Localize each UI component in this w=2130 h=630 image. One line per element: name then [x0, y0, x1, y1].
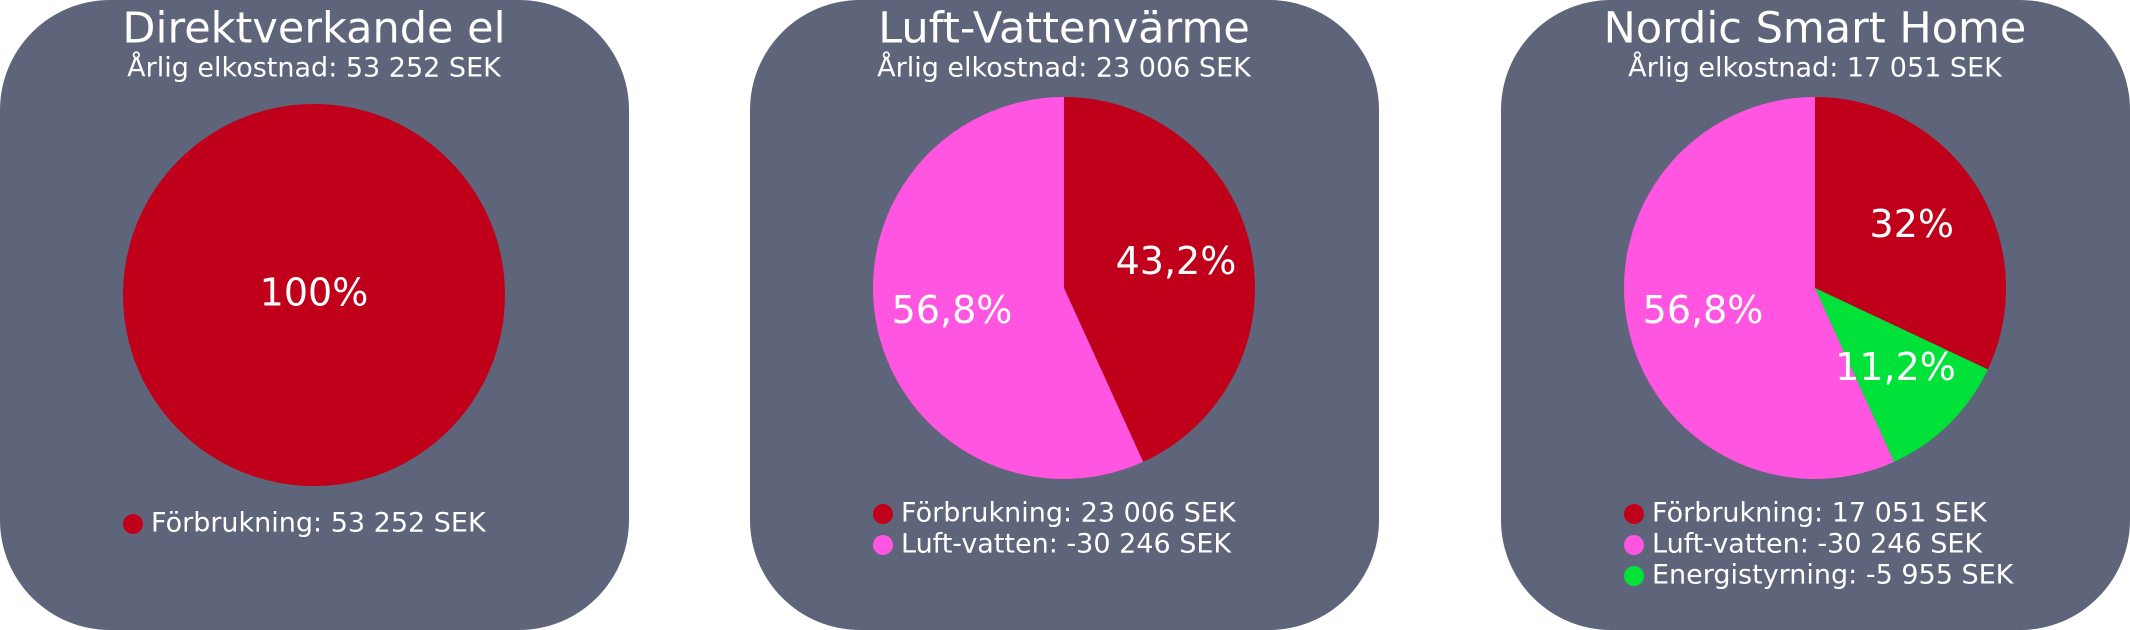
legend-marker — [123, 514, 143, 534]
value-label: 56,8% — [1643, 288, 1764, 332]
chart-subtitle: Årlig elkostnad: 53 252 SEK — [127, 52, 502, 84]
legend-marker — [873, 504, 893, 524]
chart-title: Nordic Smart Home — [1604, 4, 2027, 54]
chart-title: Luft-Vattenvärme — [878, 4, 1250, 54]
pie-slice — [1815, 97, 2007, 370]
pie-slice — [1064, 97, 1255, 462]
legend-label: Energistyrning: -5 955 SEK — [1652, 560, 2015, 591]
legend-marker — [1624, 535, 1644, 555]
legend-marker — [1624, 566, 1644, 586]
pie-slice — [1815, 288, 1988, 462]
value-label: 56,8% — [892, 288, 1013, 332]
chart-subtitle: Årlig elkostnad: 23 006 SEK — [877, 52, 1252, 84]
pie-slice — [123, 104, 505, 486]
value-label: 32% — [1870, 202, 1954, 246]
chart-subtitle: Årlig elkostnad: 17 051 SEK — [1628, 52, 2003, 84]
chart-title: Direktverkande el — [122, 4, 505, 54]
legend-marker — [873, 535, 893, 555]
pie-slice — [873, 97, 1144, 479]
legend-label: Förbrukning: 53 252 SEK — [151, 508, 487, 539]
legend-label: Luft-vatten: -30 246 SEK — [901, 529, 1232, 560]
legend-label: Förbrukning: 23 006 SEK — [901, 498, 1237, 529]
legend-marker — [1624, 504, 1644, 524]
legend-label: Förbrukning: 17 051 SEK — [1652, 498, 1988, 529]
value-label: 11,2% — [1835, 345, 1956, 389]
legend-label: Luft-vatten: -30 246 SEK — [1652, 529, 1983, 560]
value-label: 100% — [260, 271, 369, 315]
pie-slice — [1624, 97, 1895, 479]
value-label: 43,2% — [1116, 239, 1237, 283]
